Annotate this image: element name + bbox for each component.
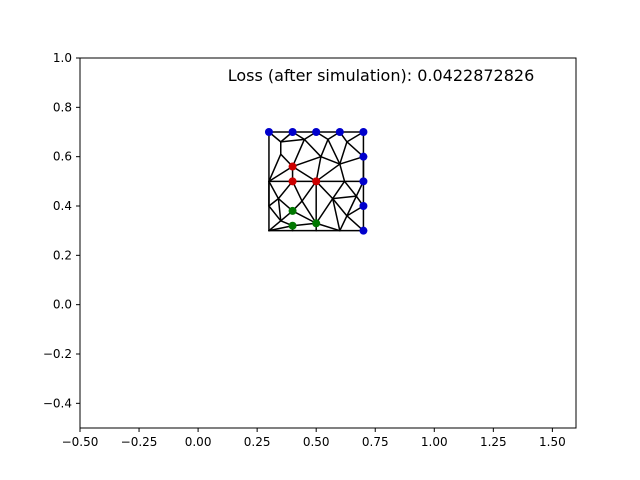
x-axis: −0.50 −0.25 0.00 0.25 0.50 0.75 1.00 1.25 1.50 [62, 428, 566, 449]
mesh-edge [320, 155, 341, 165]
y-tick-label: −0.4 [43, 396, 72, 410]
mesh-edge [301, 200, 317, 225]
blue-node-point [312, 128, 321, 136]
y-axis: −0.4 −0.2 0.0 0.2 0.4 0.6 0.8 1.0 [43, 51, 80, 410]
mesh-edge [268, 180, 280, 200]
mesh-edge [339, 141, 348, 165]
x-tick-label: 1.25 [480, 435, 507, 449]
blue-node-point [359, 177, 368, 186]
mesh-edge [303, 138, 322, 158]
mesh-edge [291, 138, 306, 168]
x-tick-label: 0.25 [244, 435, 271, 449]
x-tick-label: −0.25 [121, 435, 158, 449]
mesh-edge [315, 155, 322, 183]
blue-node-point [359, 202, 368, 210]
mesh-edge [268, 224, 294, 232]
y-tick-label: 1.0 [53, 51, 72, 65]
mesh-edge [291, 155, 322, 168]
mesh-edge [339, 163, 346, 183]
mesh-edge [268, 153, 282, 183]
mesh-edge [315, 197, 334, 225]
blue-node-point [288, 128, 297, 136]
blue-node-point [359, 152, 368, 161]
mesh-edge [343, 180, 358, 197]
x-tick-label: 1.00 [421, 435, 448, 449]
x-tick-label: −0.50 [62, 435, 99, 449]
blue-node-point [359, 226, 368, 235]
mesh-edge [291, 165, 317, 183]
mesh-edge [277, 197, 282, 222]
mesh-edge [320, 138, 329, 158]
mesh-edge [331, 180, 346, 200]
mesh-edge [339, 215, 348, 232]
mesh-edge [327, 138, 341, 165]
x-tick-label: 0.50 [303, 435, 330, 449]
mesh-edge [315, 222, 341, 232]
mesh-edge [268, 197, 280, 207]
mesh-edge [268, 220, 282, 232]
mesh-edge [315, 163, 341, 183]
blue-node-point [264, 128, 273, 136]
mesh-edge [280, 138, 306, 143]
mesh-edge [331, 197, 341, 232]
blue-node-point [335, 128, 344, 136]
red-node-point [312, 177, 321, 186]
mesh-edge [291, 210, 317, 225]
mesh-edge [331, 195, 358, 200]
green-node-point [288, 206, 297, 215]
blue-node-point [359, 128, 368, 136]
x-tick-label: 0.00 [185, 435, 212, 449]
y-tick-label: 0.8 [53, 100, 72, 114]
red-node-point [288, 162, 297, 171]
green-node-point [288, 221, 297, 230]
y-tick-label: 0.6 [53, 150, 72, 164]
mesh-edge [331, 197, 348, 217]
mesh-edge [268, 165, 294, 183]
chart-title: Loss (after simulation): 0.0422872826 [228, 66, 535, 85]
green-node-point [312, 219, 321, 228]
mesh-edge [301, 180, 317, 202]
y-tick-label: −0.2 [43, 347, 72, 361]
mesh-nodes [264, 128, 368, 235]
y-tick-label: 0.0 [53, 298, 72, 312]
mesh-edge [339, 155, 365, 165]
plot-area-frame [79, 57, 577, 429]
red-node-point [288, 177, 297, 186]
mesh-edge [346, 195, 358, 217]
y-tick-label: 0.2 [53, 248, 72, 262]
x-tick-label: 0.75 [362, 435, 389, 449]
y-tick-label: 0.4 [53, 199, 72, 213]
x-tick-label: 1.50 [539, 435, 566, 449]
mesh-edge [268, 205, 282, 222]
